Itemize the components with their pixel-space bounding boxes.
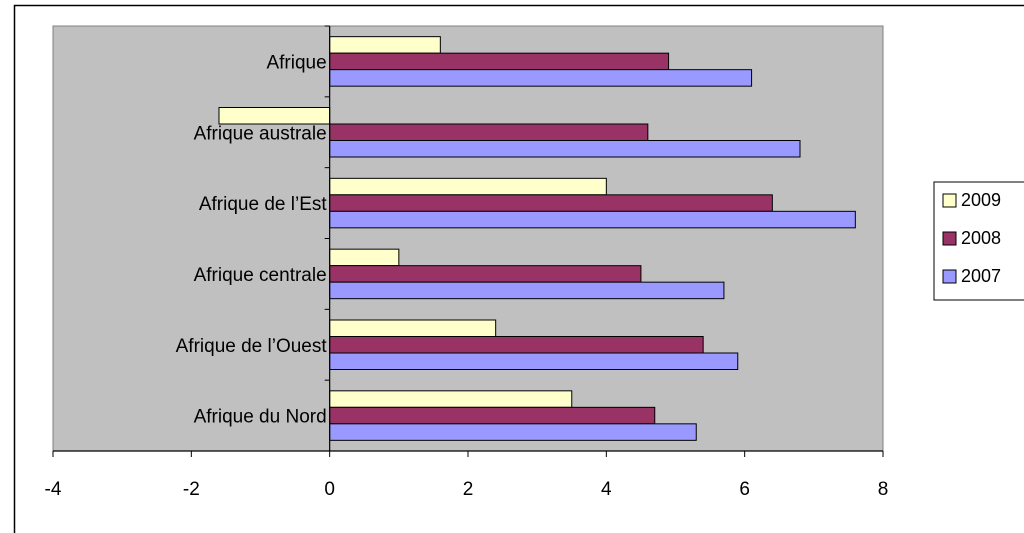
category-label: Afrique xyxy=(266,52,326,73)
bar-2009-2 xyxy=(218,107,331,125)
x-tick-label: 2 xyxy=(463,479,474,500)
category-label: Afrique du Nord xyxy=(194,407,327,428)
bar-2007-1 xyxy=(329,69,753,87)
x-tick-label: 8 xyxy=(878,479,889,500)
bar-2009-3 xyxy=(329,177,607,196)
category-label: Afrique australe xyxy=(194,123,327,144)
axes-group xyxy=(52,25,884,457)
x-tick-label: 0 xyxy=(324,479,335,500)
legend-swatch-2009 xyxy=(942,193,957,208)
plot-area xyxy=(52,25,884,452)
bar-2007-6 xyxy=(329,423,697,441)
bar-2008-2 xyxy=(329,123,649,141)
bar-2007-5 xyxy=(329,352,739,370)
legend-swatch-2008 xyxy=(942,231,957,246)
category-label: Afrique centrale xyxy=(194,265,327,286)
x-tick-label: -2 xyxy=(183,479,200,500)
bar-2009-6 xyxy=(329,390,573,408)
legend-swatch-2007 xyxy=(942,269,957,284)
legend-label-2008: 2008 xyxy=(961,228,1001,248)
x-tick-label: -4 xyxy=(45,479,62,500)
bar-2009-4 xyxy=(329,248,400,267)
bar-2009-1 xyxy=(329,36,441,54)
bar-2007-4 xyxy=(329,281,725,300)
bar-2009-5 xyxy=(329,319,497,337)
bars-group xyxy=(218,36,856,441)
x-tick-labels: -4 -2 0 2 4 6 8 xyxy=(45,479,889,500)
category-label: Afrique de l’Ouest xyxy=(176,336,328,357)
bar-2007-3 xyxy=(329,210,856,229)
bar-2008-3 xyxy=(329,194,773,212)
bar-2008-4 xyxy=(329,265,642,283)
legend-label-2007: 2007 xyxy=(961,266,1001,286)
x-tick-label: 4 xyxy=(601,479,612,500)
bar-2008-1 xyxy=(329,52,670,71)
bar-2008-6 xyxy=(329,406,656,425)
legend: 2009 2008 2007 xyxy=(933,181,1024,301)
x-tick-label: 6 xyxy=(739,479,750,500)
bar-2007-2 xyxy=(329,140,801,158)
category-labels: Afrique Afrique australe Afrique de l’Est A… xyxy=(176,52,328,427)
category-label: Afrique de l’Est xyxy=(199,194,328,215)
bar-2008-5 xyxy=(329,336,704,354)
legend-label-2009: 2009 xyxy=(961,190,1001,210)
